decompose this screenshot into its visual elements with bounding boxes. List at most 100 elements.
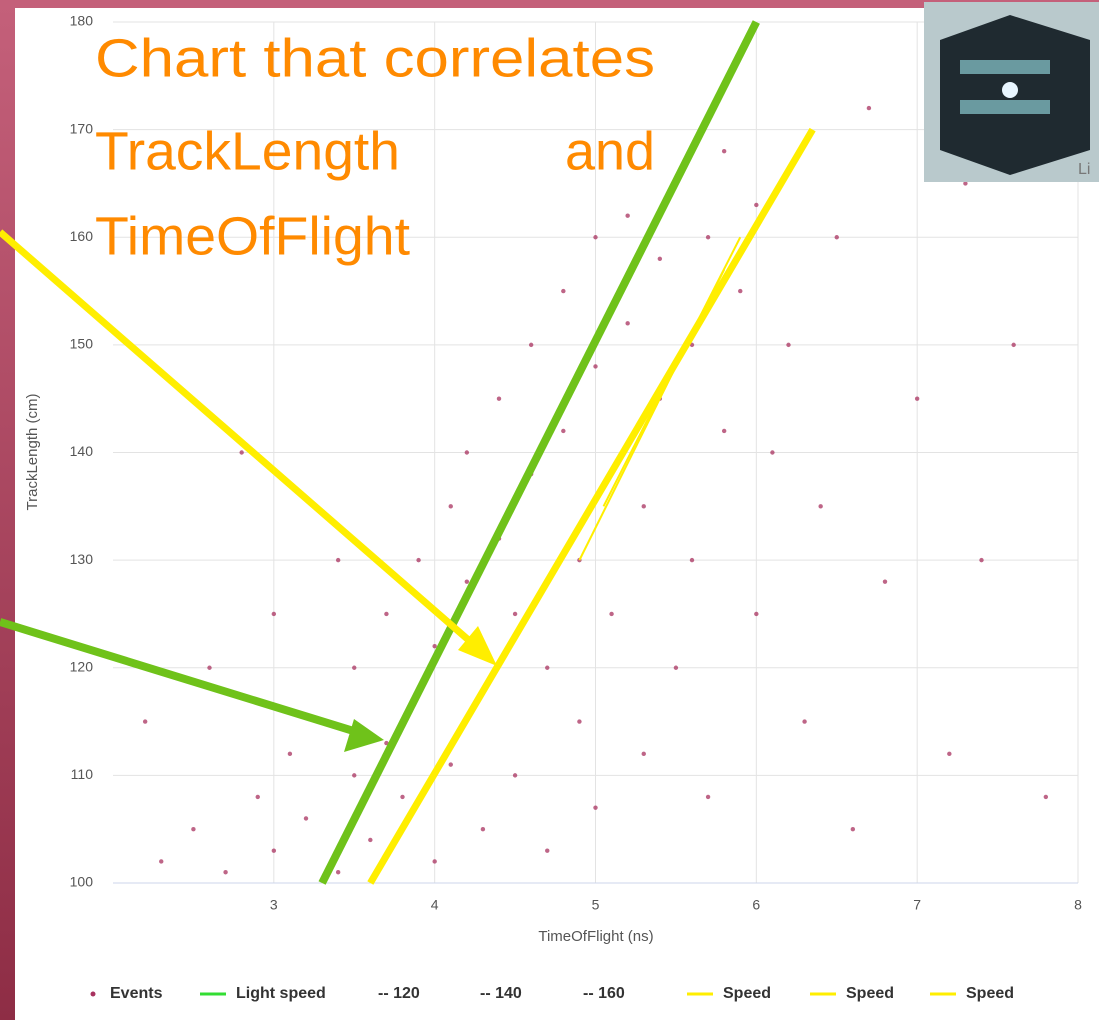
- event-point: [593, 235, 598, 240]
- event-point: [641, 751, 646, 757]
- event-point: [384, 611, 389, 617]
- legend-label: Light speed: [236, 985, 326, 1002]
- event-point: [335, 870, 341, 875]
- green-arrow: [0, 618, 362, 737]
- event-point: [866, 105, 872, 111]
- event-point: [802, 719, 807, 724]
- marks: [142, 20, 1049, 885]
- y-tick-label: 140: [70, 443, 94, 459]
- logo: Li: [924, 2, 1099, 182]
- event-point: [287, 751, 293, 757]
- y-axis-label: TrackLength (cm): [24, 394, 41, 511]
- legend-label: -- 160: [583, 985, 625, 1002]
- event-point: [368, 837, 373, 843]
- event-point: [754, 202, 759, 208]
- y-tick-label: 110: [71, 766, 94, 782]
- panel: [15, 8, 1099, 1020]
- event-point: [673, 665, 679, 670]
- event-point: [512, 611, 518, 617]
- event-point: [963, 181, 968, 186]
- event-point: [416, 557, 421, 563]
- annotation: and: [565, 121, 655, 181]
- y-tick-label: 130: [70, 551, 94, 567]
- event-point: [979, 557, 984, 563]
- logo-light: [1002, 82, 1018, 98]
- x-tick-label: 7: [913, 897, 921, 913]
- event-point: [239, 450, 244, 455]
- event-point: [159, 859, 164, 864]
- logo-stripe: [960, 60, 1050, 74]
- event-point: [609, 611, 614, 617]
- x-tick-label: 5: [592, 897, 600, 913]
- event-point: [738, 288, 743, 294]
- event-point: [207, 665, 212, 670]
- y-tick-label: 170: [70, 120, 94, 136]
- event-point: [625, 321, 630, 326]
- event-point: [432, 859, 437, 864]
- event-point: [448, 762, 453, 767]
- event-point: [545, 665, 550, 670]
- logo-stripe: [960, 100, 1050, 114]
- event-point: [577, 719, 582, 724]
- event-point: [818, 504, 823, 509]
- event-point: [705, 235, 711, 240]
- event-point: [464, 450, 470, 455]
- legend-label: Speed: [966, 985, 1014, 1002]
- event-point: [834, 235, 839, 240]
- legend-label: -- 120: [378, 985, 420, 1002]
- event-point: [352, 773, 357, 778]
- legend-label: Speed: [846, 985, 894, 1002]
- event-point: [705, 794, 711, 800]
- yellow-arrow: [0, 229, 483, 653]
- event-point: [496, 396, 502, 401]
- event-point: [1043, 794, 1049, 800]
- event-point: [561, 288, 566, 294]
- event-point: [191, 826, 196, 832]
- series-line: [367, 127, 816, 885]
- event-point: [947, 751, 952, 757]
- x-tick-label: 4: [431, 897, 439, 913]
- event-point: [545, 848, 550, 853]
- event-point: [480, 826, 486, 832]
- event-point: [512, 773, 518, 778]
- event-point: [721, 428, 727, 434]
- event-point: [914, 396, 920, 401]
- legend-symbol: [90, 991, 96, 997]
- event-point: [400, 794, 405, 800]
- annotation: TimeOfFlight: [95, 206, 410, 266]
- annotation: Chart that correlates: [95, 28, 655, 88]
- event-point: [223, 870, 228, 875]
- event-point: [271, 611, 277, 617]
- event-point: [593, 364, 598, 369]
- x-tick-label: 3: [270, 897, 278, 913]
- event-point: [689, 557, 695, 563]
- event-point: [561, 428, 566, 434]
- y-tick-label: 120: [70, 658, 94, 674]
- event-point: [657, 256, 663, 261]
- x-axis-label: TimeOfFlight (ns): [538, 928, 653, 945]
- logo-text: Li: [1078, 161, 1090, 178]
- event-point: [352, 665, 357, 670]
- event-point: [882, 579, 888, 584]
- event-point: [593, 805, 598, 810]
- y-tick-label: 100: [70, 874, 94, 890]
- legend-label: Speed: [723, 985, 771, 1002]
- event-point: [528, 342, 534, 348]
- event-point: [464, 579, 470, 584]
- event-point: [786, 342, 791, 348]
- event-point: [303, 816, 309, 821]
- event-point: [850, 826, 856, 832]
- event-point: [142, 719, 148, 724]
- green-arrowhead: [344, 719, 384, 752]
- x-tick-label: 8: [1074, 897, 1082, 913]
- event-point: [1011, 342, 1016, 348]
- y-tick-label: 160: [70, 228, 94, 244]
- event-point: [432, 644, 437, 649]
- annotation: TrackLength: [95, 121, 400, 181]
- x-tick-label: 6: [752, 897, 760, 913]
- legend-label: -- 140: [480, 985, 522, 1002]
- event-point: [255, 794, 260, 800]
- legend-label: Events: [110, 985, 163, 1002]
